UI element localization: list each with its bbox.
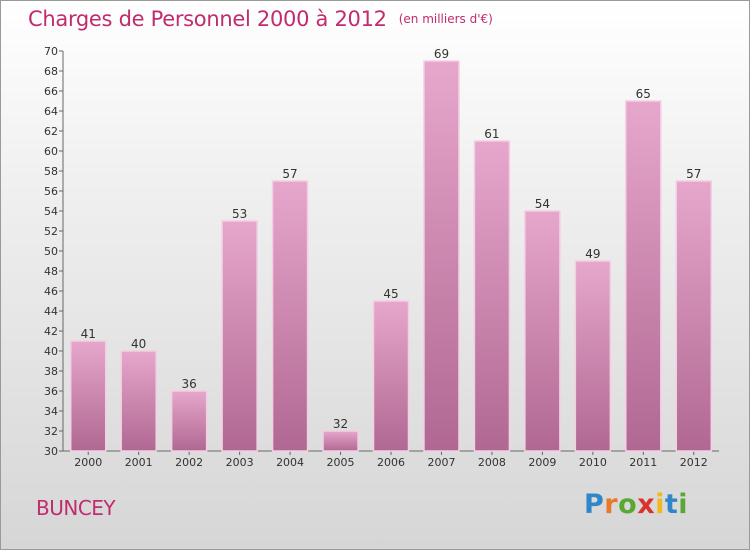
x-tick-label: 2007 [427,456,455,469]
y-tick-label: 60 [44,145,58,158]
bar-value-label: 57 [282,167,297,181]
bar-value-label: 57 [686,167,701,181]
bar [574,260,612,452]
x-tick-label: 2008 [478,456,506,469]
bar [120,350,157,452]
bar-value-label: 32 [333,417,348,431]
y-tick-label: 44 [44,305,58,318]
y-tick-label: 68 [44,65,58,78]
y-tick-label: 58 [44,165,58,178]
x-tick-label: 2012 [680,456,708,469]
bars [69,60,713,452]
bar-value-label: 53 [232,207,247,221]
y-tick-label: 46 [44,285,58,298]
proxiti-logo[interactable]: Proxiti [584,489,688,520]
x-tick-label: 2004 [276,456,304,469]
logo-letter: P [584,489,605,520]
y-tick-label: 36 [44,385,58,398]
bar [372,300,410,452]
y-tick-label: 50 [44,245,58,258]
x-tick-label: 2010 [579,456,607,469]
logo-letter: i [655,489,665,520]
bar-value-label: 65 [636,87,651,101]
x-tick-label: 2000 [74,456,102,469]
bar-value-label: 41 [81,327,96,341]
y-tick-label: 66 [44,85,58,98]
logo-letter: o [618,489,638,520]
y-tick-label: 52 [44,225,58,238]
y-tick-label: 56 [44,185,58,198]
x-tick-label: 2001 [125,456,153,469]
x-tick-label: 2003 [226,456,254,469]
y-tick-label: 32 [44,425,58,438]
commune-name: BUNCEY [36,496,116,520]
x-tick-label: 2005 [327,456,355,469]
bar-value-label: 54 [535,197,550,211]
bar-value-label: 45 [383,287,398,301]
bar [271,180,309,452]
bar [473,140,511,452]
bar [322,430,359,452]
data-labels: 41 40 36 53 57 32 45 69 61 54 49 65 57 [81,47,702,431]
x-tick-label: 2009 [528,456,556,469]
y-tick-label: 40 [44,345,58,358]
y-tick-label: 30 [44,445,58,458]
bar-value-label: 49 [585,247,600,261]
logo-letter: i [678,489,689,520]
logo-letter: t [664,489,679,520]
bar [170,390,208,452]
bar [69,340,107,452]
bar [221,220,258,452]
y-tick-label: 38 [44,365,58,378]
x-tick-label: 2006 [377,456,405,469]
logo-letter: r [604,489,619,520]
bar [625,100,662,452]
bar [524,210,561,452]
y-tick-label: 62 [44,125,58,138]
y-axis: 30 32 34 36 38 40 42 44 46 48 50 52 54 56 58 60 62 64 66 68… [44,45,64,458]
y-tick-label: 48 [44,265,58,278]
y-tick-label: 64 [44,105,58,118]
x-tick-label: 2011 [629,456,657,469]
bar [423,60,460,452]
logo-letter: x [637,489,656,520]
y-tick-label: 70 [44,45,58,58]
title-block: Charges de Personnel 2000 à 2012 (en mill… [28,7,493,31]
bar-value-label: 36 [182,377,197,391]
y-tick-label: 34 [44,405,58,418]
x-axis: 2000 2001 2002 2003 2004 2005 2006 2007 2008 2009… [63,450,719,469]
y-tick-label: 42 [44,325,58,338]
x-tick-label: 2002 [175,456,203,469]
chart-title: Charges de Personnel 2000 à 2012 [28,7,387,31]
bar [675,180,713,452]
bar-value-label: 61 [484,127,499,141]
bar-value-label: 69 [434,47,449,61]
bar-value-label: 40 [131,337,146,351]
chart-subtitle: (en milliers d'€) [398,12,493,26]
y-tick-label: 54 [44,205,58,218]
